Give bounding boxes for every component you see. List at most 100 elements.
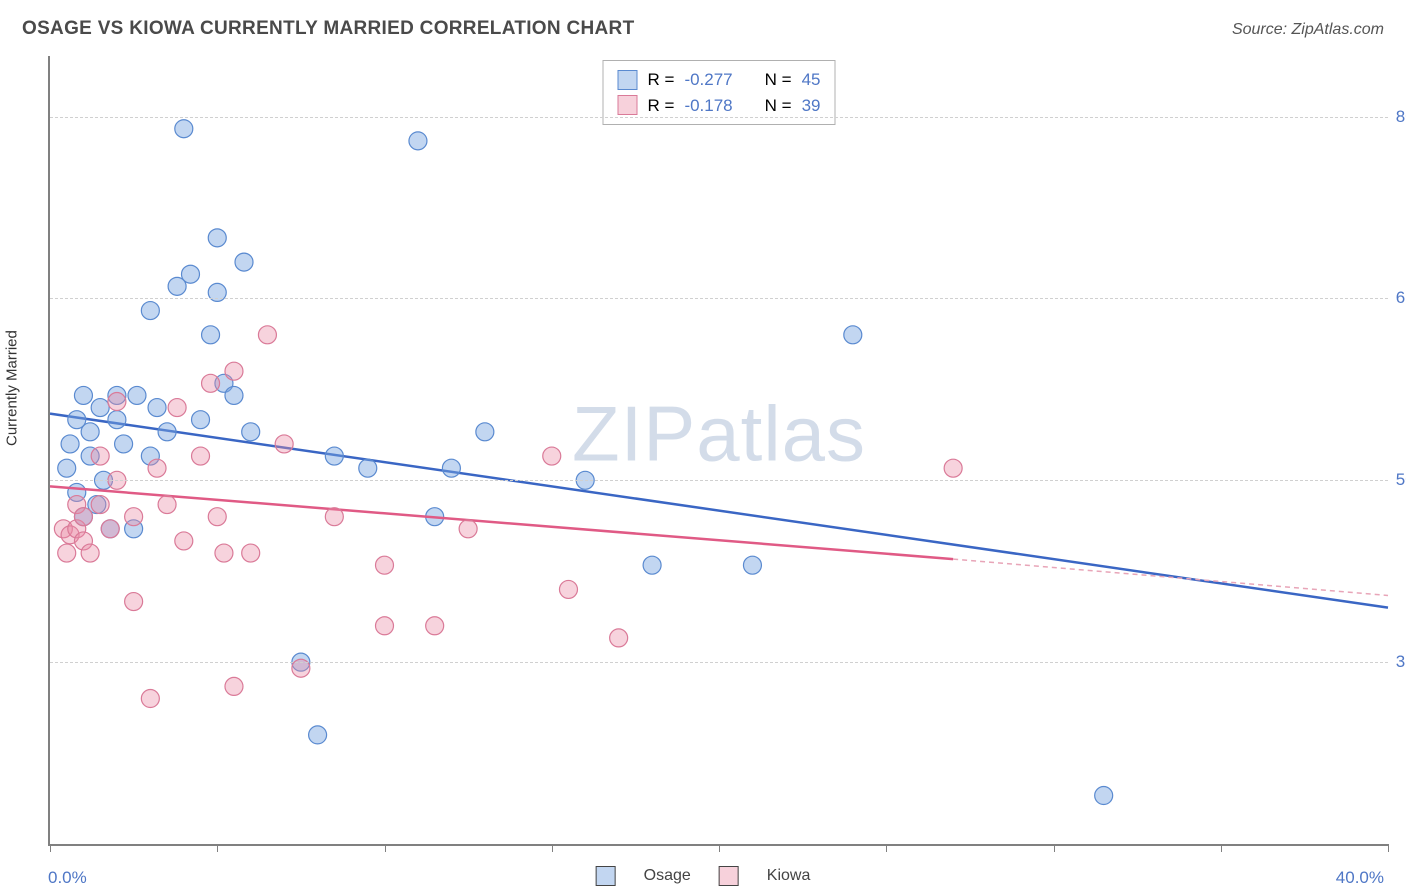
data-point-osage	[208, 229, 226, 247]
data-point-kiowa	[168, 399, 186, 417]
data-point-kiowa	[242, 544, 260, 562]
plot-area: ZIPatlas R = -0.277 N = 45 R = -0.178 N …	[48, 56, 1388, 846]
x-tick	[1388, 844, 1389, 852]
data-point-kiowa	[258, 326, 276, 344]
data-point-kiowa	[426, 617, 444, 635]
n-value-osage: 45	[802, 67, 821, 93]
data-point-osage	[202, 326, 220, 344]
data-point-osage	[181, 265, 199, 283]
data-point-osage	[81, 423, 99, 441]
data-point-kiowa	[376, 617, 394, 635]
n-label: N =	[765, 93, 792, 119]
data-point-osage	[58, 459, 76, 477]
data-point-osage	[309, 726, 327, 744]
data-point-kiowa	[325, 508, 343, 526]
data-point-osage	[61, 435, 79, 453]
n-value-kiowa: 39	[802, 93, 821, 119]
data-point-kiowa	[101, 520, 119, 538]
r-value-kiowa: -0.178	[684, 93, 732, 119]
data-point-kiowa	[148, 459, 166, 477]
gridline	[50, 480, 1388, 481]
data-point-osage	[235, 253, 253, 271]
y-tick-label: 35.0%	[1396, 652, 1406, 672]
swatch-osage	[618, 70, 638, 90]
data-point-osage	[1095, 787, 1113, 805]
data-point-kiowa	[58, 544, 76, 562]
data-point-kiowa	[91, 447, 109, 465]
swatch-kiowa-bottom	[719, 866, 739, 886]
legend-row-kiowa: R = -0.178 N = 39	[618, 93, 821, 119]
chart-svg	[50, 56, 1388, 844]
r-value-osage: -0.277	[684, 67, 732, 93]
data-point-osage	[141, 302, 159, 320]
data-point-kiowa	[91, 496, 109, 514]
data-point-kiowa	[944, 459, 962, 477]
legend-label-kiowa: Kiowa	[767, 867, 811, 885]
data-point-osage	[325, 447, 343, 465]
data-point-kiowa	[559, 580, 577, 598]
data-point-kiowa	[225, 677, 243, 695]
data-point-osage	[743, 556, 761, 574]
n-label: N =	[765, 67, 792, 93]
data-point-kiowa	[376, 556, 394, 574]
data-point-osage	[128, 386, 146, 404]
header: OSAGE VS KIOWA CURRENTLY MARRIED CORRELA…	[22, 18, 1384, 40]
data-point-osage	[115, 435, 133, 453]
data-point-kiowa	[215, 544, 233, 562]
data-point-osage	[643, 556, 661, 574]
x-axis-label-end: 40.0%	[1336, 868, 1384, 888]
y-tick-label: 50.0%	[1396, 470, 1406, 490]
data-point-kiowa	[158, 496, 176, 514]
x-axis-label-start: 0.0%	[48, 868, 87, 888]
r-label: R =	[648, 93, 675, 119]
x-tick	[1054, 844, 1055, 852]
x-tick	[385, 844, 386, 852]
x-tick	[719, 844, 720, 852]
data-point-kiowa	[175, 532, 193, 550]
x-tick	[217, 844, 218, 852]
gridline	[50, 662, 1388, 663]
source-attribution: Source: ZipAtlas.com	[1232, 21, 1384, 39]
chart-title: OSAGE VS KIOWA CURRENTLY MARRIED CORRELA…	[22, 18, 634, 40]
data-point-kiowa	[543, 447, 561, 465]
x-tick	[1221, 844, 1222, 852]
data-point-kiowa	[275, 435, 293, 453]
data-point-kiowa	[208, 508, 226, 526]
data-point-osage	[476, 423, 494, 441]
data-point-osage	[442, 459, 460, 477]
data-point-osage	[359, 459, 377, 477]
swatch-osage-bottom	[596, 866, 616, 886]
data-point-osage	[409, 132, 427, 150]
legend-label-osage: Osage	[644, 867, 691, 885]
data-point-kiowa	[610, 629, 628, 647]
data-point-kiowa	[74, 508, 92, 526]
data-point-osage	[91, 399, 109, 417]
data-point-osage	[158, 423, 176, 441]
gridline	[50, 298, 1388, 299]
data-point-osage	[225, 386, 243, 404]
data-point-kiowa	[192, 447, 210, 465]
x-tick	[552, 844, 553, 852]
data-point-osage	[844, 326, 862, 344]
data-point-osage	[242, 423, 260, 441]
data-point-osage	[192, 411, 210, 429]
data-point-kiowa	[125, 593, 143, 611]
x-tick	[50, 844, 51, 852]
legend-row-osage: R = -0.277 N = 45	[618, 67, 821, 93]
x-tick	[886, 844, 887, 852]
legend-stats-box: R = -0.277 N = 45 R = -0.178 N = 39	[603, 60, 836, 125]
data-point-kiowa	[108, 393, 126, 411]
data-point-kiowa	[459, 520, 477, 538]
data-point-kiowa	[225, 362, 243, 380]
data-point-kiowa	[125, 508, 143, 526]
swatch-kiowa	[618, 95, 638, 115]
data-point-osage	[108, 411, 126, 429]
legend-bottom: Osage Kiowa	[596, 866, 811, 886]
y-tick-label: 80.0%	[1396, 107, 1406, 127]
data-point-osage	[148, 399, 166, 417]
data-point-kiowa	[141, 690, 159, 708]
data-point-osage	[175, 120, 193, 138]
y-tick-label: 65.0%	[1396, 288, 1406, 308]
r-label: R =	[648, 67, 675, 93]
y-axis-title: Currently Married	[4, 330, 21, 446]
